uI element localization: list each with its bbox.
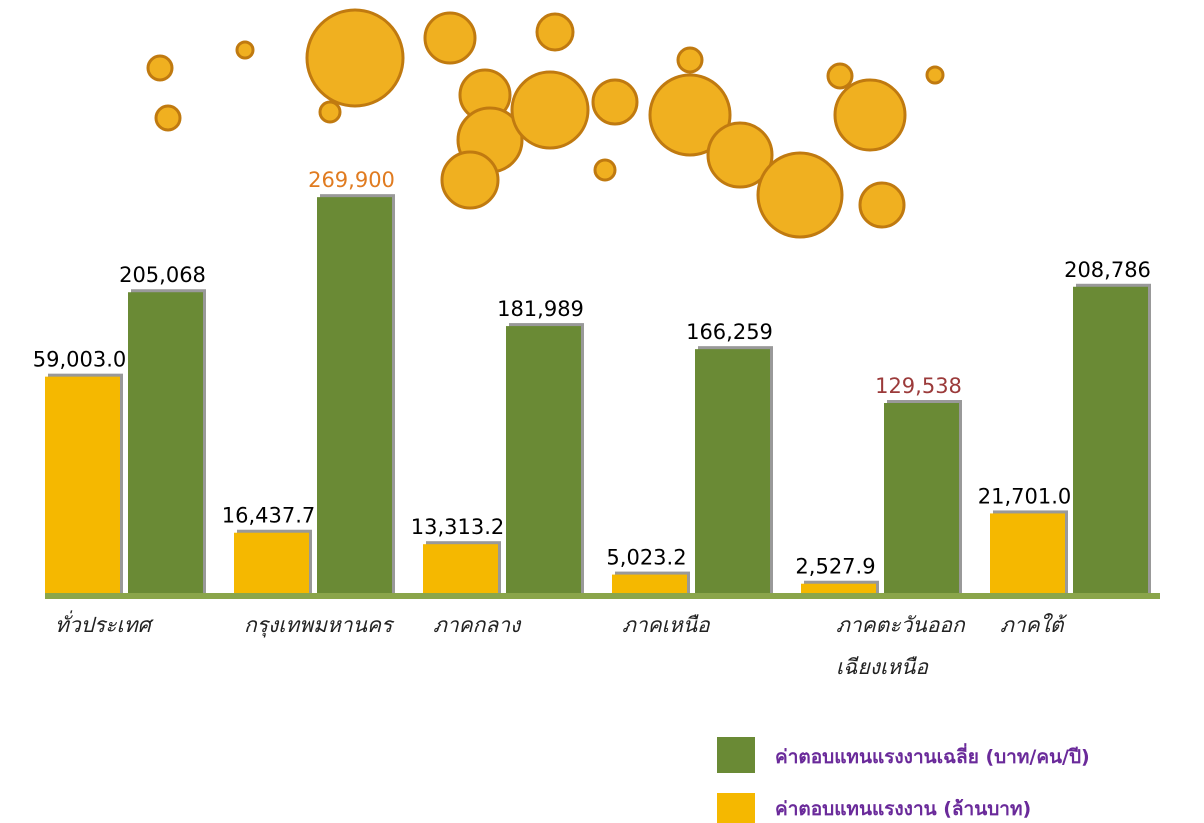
x-tick-label: ภาคตะวันออก เฉียงเหนือ xyxy=(836,613,965,679)
bar xyxy=(884,403,959,593)
bar xyxy=(506,326,581,593)
coins-decoration xyxy=(146,8,945,239)
data-label: 59,003.0 xyxy=(33,348,127,372)
bar xyxy=(990,513,1065,593)
bar xyxy=(695,349,770,593)
data-label: 166,259 xyxy=(686,320,773,344)
legend-label: ค่าตอบแทนแรงงานเฉลี่ย (บาท/คน/ปี) xyxy=(775,746,1090,768)
data-label: 13,313.2 xyxy=(411,515,505,539)
bar xyxy=(234,532,309,593)
bar xyxy=(423,544,498,593)
bar xyxy=(612,574,687,593)
legend-swatch xyxy=(717,793,755,823)
x-tick-label: ภาคกลาง xyxy=(433,613,521,637)
data-label: 129,538 xyxy=(875,374,962,398)
data-label: 21,701.0 xyxy=(978,484,1072,508)
baseline xyxy=(45,593,1160,599)
data-label: 208,786 xyxy=(1064,258,1151,282)
bar xyxy=(317,197,392,593)
x-tick-label: กรุงเทพมหานคร xyxy=(244,613,393,637)
bar xyxy=(1073,286,1148,593)
legend-swatch xyxy=(717,737,755,773)
data-label: 2,527.9 xyxy=(795,555,875,579)
data-label: 16,437.7 xyxy=(222,504,316,528)
bar xyxy=(801,583,876,593)
data-label: 181,989 xyxy=(497,297,584,321)
data-label: 205,068 xyxy=(119,263,206,287)
bar xyxy=(45,376,120,593)
legend-label: ค่าตอบแทนแรงงาน (ล้านบาท) xyxy=(775,798,1032,820)
x-tick-label: ทั่วประเทศ xyxy=(55,613,151,637)
data-label: 5,023.2 xyxy=(606,546,686,570)
bar xyxy=(128,292,203,593)
data-label: 269,900 xyxy=(308,168,395,192)
x-tick-label: ภาคใต้ xyxy=(1000,613,1064,637)
x-tick-label: ภาคเหนือ xyxy=(622,613,710,637)
